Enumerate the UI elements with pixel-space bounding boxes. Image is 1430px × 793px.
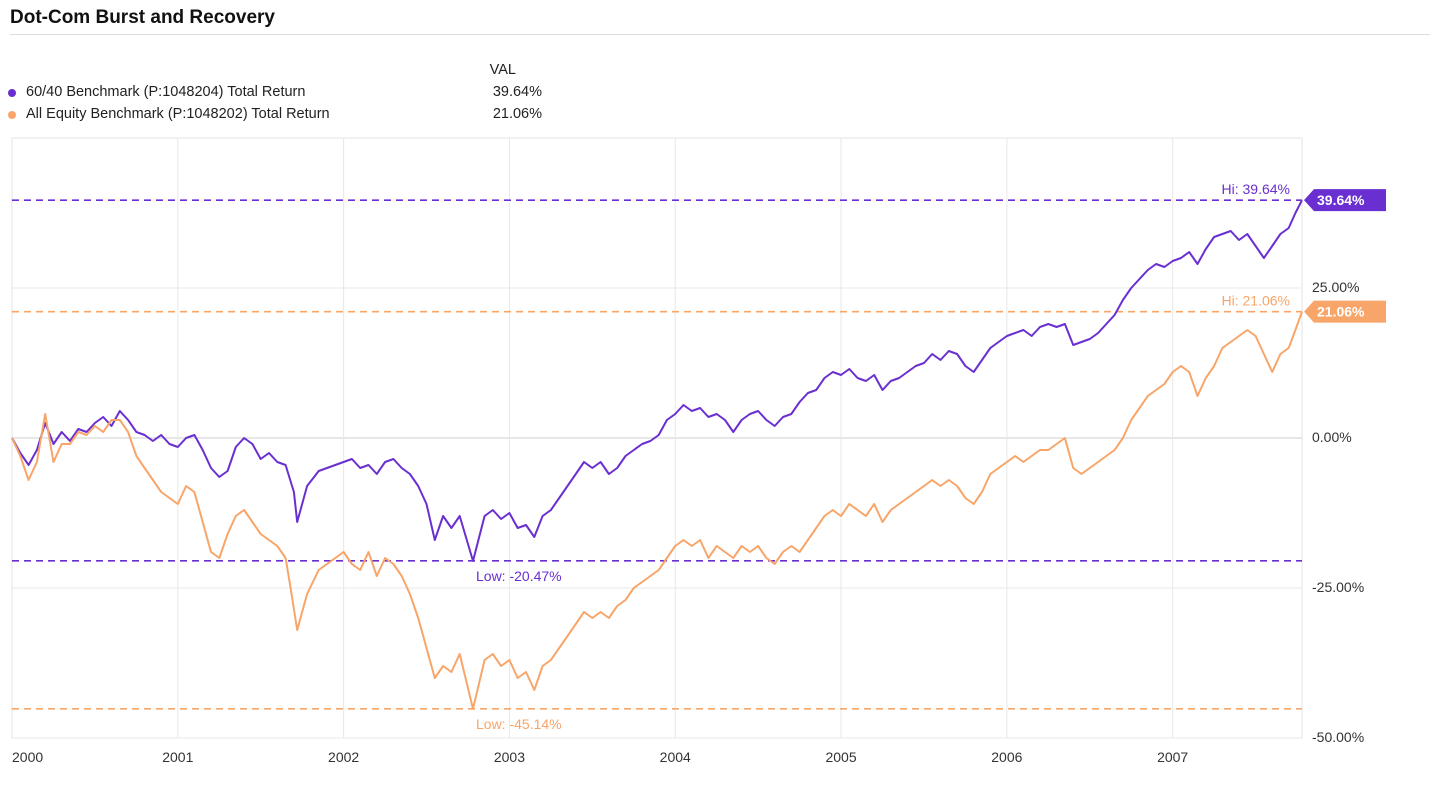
- x-tick-label: 2007: [1157, 749, 1188, 765]
- end-tag-6040: [1304, 189, 1386, 212]
- x-tick-label: 2004: [660, 749, 691, 765]
- legend-value-6040: 39.64%: [492, 84, 542, 100]
- low-label-equity: Low: -45.14%: [476, 716, 562, 732]
- legend-item-equity[interactable]: All Equity Benchmark (P:1048202) Total R…: [8, 106, 542, 122]
- hi-label-equity: Hi: 21.06%: [1222, 293, 1290, 309]
- legend-label-equity: All Equity Benchmark (P:1048202) Total R…: [26, 106, 330, 122]
- x-tick-label: 2002: [328, 749, 359, 765]
- y-tick-label: 25.00%: [1312, 279, 1359, 295]
- y-tick-label: -50.00%: [1312, 729, 1364, 745]
- legend-label-6040: 60/40 Benchmark (P:1048204) Total Return: [26, 84, 306, 100]
- y-tick-label: -25.00%: [1312, 579, 1364, 595]
- series-line-equity: [11, 311, 1303, 710]
- hi-label-6040: Hi: 39.64%: [1222, 181, 1290, 197]
- end-tag-equity: [1304, 300, 1386, 323]
- series-line-6040: [11, 199, 1303, 562]
- title-divider: [10, 34, 1430, 35]
- x-tick-label: 2006: [991, 749, 1022, 765]
- x-tick-label: 2005: [825, 749, 856, 765]
- legend-value-header: VAL: [489, 62, 516, 78]
- x-tick-label: 2003: [494, 749, 525, 765]
- end-tag-label-6040: 39.64%: [1317, 192, 1365, 208]
- x-tick-label: 2001: [162, 749, 193, 765]
- legend-dot-6040: [8, 89, 16, 97]
- y-tick-label: 0.00%: [1312, 429, 1352, 445]
- low-label-6040: Low: -20.47%: [476, 568, 562, 584]
- chart-title: Dot-Com Burst and Recovery: [10, 7, 275, 28]
- legend-value-equity: 21.06%: [492, 106, 542, 122]
- legend-dot-equity: [8, 111, 16, 119]
- legend-item-6040[interactable]: 60/40 Benchmark (P:1048204) Total Return…: [8, 84, 542, 100]
- x-tick-label: 2000: [12, 749, 43, 765]
- end-tag-label-equity: 21.06%: [1317, 304, 1365, 320]
